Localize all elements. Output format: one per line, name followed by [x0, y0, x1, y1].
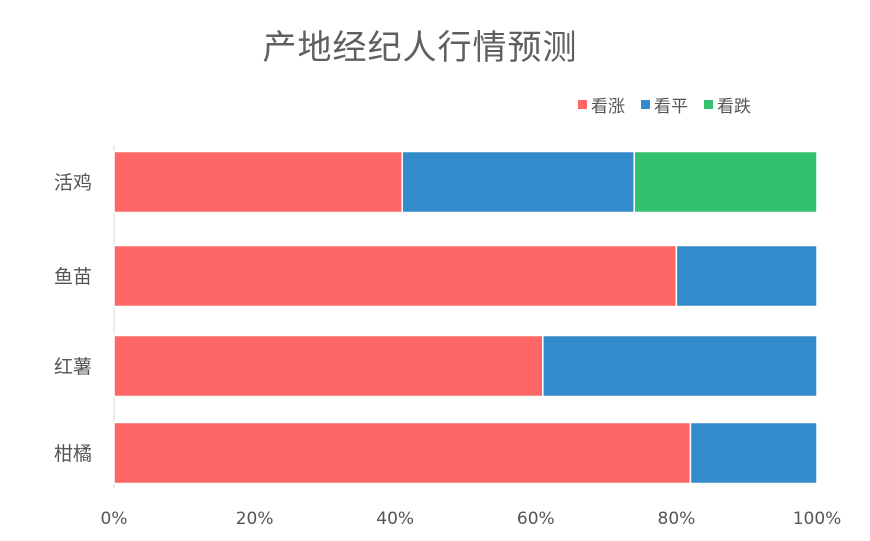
bar-rise-3	[113, 421, 692, 485]
y-tick-label-1: 鱼苗	[54, 266, 92, 288]
legend-item-fall: 看跌	[704, 92, 751, 117]
bar-flat-2	[542, 334, 818, 398]
bar-fall-0	[633, 150, 818, 214]
legend-label-fall: 看跌	[717, 97, 751, 117]
legend-label-rise: 看涨	[591, 97, 625, 117]
bar-flat-0	[401, 150, 635, 214]
bar-rise-2	[113, 334, 544, 398]
y-tick-label-0: 活鸡	[54, 172, 92, 194]
chart-title: 产地经纪人行情预测	[262, 28, 578, 68]
x-tick-label-3: 60%	[517, 509, 555, 529]
legend-swatch-flat	[641, 100, 650, 109]
legend: 看涨 看平 看跌	[578, 92, 767, 117]
legend-label-flat: 看平	[654, 97, 688, 117]
legend-item-rise: 看涨	[578, 92, 625, 117]
x-tick-label-4: 80%	[658, 509, 696, 529]
y-tick-label-2: 红薯	[54, 356, 92, 378]
x-tick-label-5: 100%	[793, 509, 842, 529]
y-tick-label-3: 柑橘	[54, 443, 92, 465]
x-tick-label-1: 20%	[236, 509, 274, 529]
bar-flat-3	[689, 421, 818, 485]
legend-swatch-fall	[704, 100, 713, 109]
x-tick-label-2: 40%	[376, 509, 414, 529]
x-tick-label-0: 0%	[101, 509, 128, 529]
bar-flat-1	[675, 244, 818, 308]
legend-item-flat: 看平	[641, 92, 688, 117]
legend-swatch-rise	[578, 100, 587, 109]
bar-rise-1	[113, 244, 678, 308]
bar-rise-0	[113, 150, 403, 214]
